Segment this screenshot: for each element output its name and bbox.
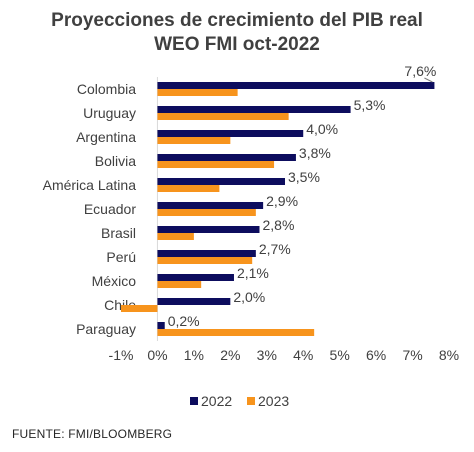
- bar-2022: [157, 250, 256, 257]
- bar-2023: [157, 233, 194, 240]
- x-tick-label: 8%: [439, 347, 459, 363]
- category-label: Brasil: [101, 225, 136, 241]
- data-label: 2,7%: [259, 241, 291, 257]
- bar-2023: [121, 305, 158, 312]
- bar-2022: [157, 274, 234, 281]
- x-tick-label: 1%: [184, 347, 204, 363]
- x-tick-label: 2%: [220, 347, 240, 363]
- bar-2022: [157, 226, 260, 233]
- category-label: Perú: [106, 249, 136, 265]
- category-label: Argentina: [76, 129, 136, 145]
- data-label: 2,0%: [233, 289, 265, 305]
- bar-2023: [157, 329, 315, 336]
- bar-2023: [157, 257, 253, 264]
- bar-2022: [157, 322, 165, 329]
- bar-2022: [157, 130, 304, 137]
- category-label: Ecuador: [84, 201, 136, 217]
- category-label: América Latina: [43, 177, 137, 193]
- bar-2023: [157, 113, 289, 120]
- bar-2022: [157, 82, 435, 89]
- category-label: Uruguay: [83, 105, 136, 121]
- bar-2023: [157, 209, 256, 216]
- bar-2022: [157, 202, 264, 209]
- category-label: Bolivia: [95, 153, 136, 169]
- bar-2023: [157, 185, 220, 192]
- legend-label-2023: 2023: [258, 393, 289, 409]
- data-label: 4,0%: [306, 121, 338, 137]
- data-label: 7,6%: [404, 63, 436, 79]
- chart-title-line1: Proyecciones de crecimiento del PIB real: [51, 10, 423, 31]
- bar-2022: [157, 106, 351, 113]
- bar-2023: [157, 137, 231, 144]
- x-tick-label: -1%: [109, 347, 134, 363]
- bar-2023: [157, 161, 275, 168]
- data-label: 2,8%: [262, 217, 294, 233]
- data-label: 5,3%: [354, 97, 386, 113]
- x-tick-label: 5%: [330, 347, 350, 363]
- data-label: 2,9%: [266, 193, 298, 209]
- legend-swatch-2022: [190, 397, 198, 405]
- x-tick-label: 0%: [147, 347, 167, 363]
- data-label: 0,2%: [168, 313, 200, 329]
- category-label: Paraguay: [76, 321, 136, 337]
- source-note: FUENTE: FMI/BLOOMBERG: [12, 427, 173, 441]
- data-label: 3,5%: [288, 169, 320, 185]
- x-tick-label: 4%: [293, 347, 313, 363]
- data-label: 3,8%: [299, 145, 331, 161]
- legend-swatch-2023: [247, 397, 255, 405]
- category-label: Colombia: [77, 81, 136, 97]
- bar-2022: [157, 178, 285, 185]
- bar-2023: [157, 89, 238, 96]
- bar-2022: [157, 298, 231, 305]
- data-label: 2,1%: [237, 265, 269, 281]
- bar-2022: [157, 154, 296, 161]
- chart-title-line2: WEO FMI oct-2022: [154, 34, 320, 55]
- bar-2023: [157, 281, 202, 288]
- x-tick-label: 3%: [257, 347, 277, 363]
- leader-line: [424, 77, 433, 83]
- legend-label-2022: 2022: [201, 393, 232, 409]
- x-tick-label: 7%: [402, 347, 422, 363]
- category-label: México: [92, 273, 137, 289]
- x-tick-label: 6%: [366, 347, 386, 363]
